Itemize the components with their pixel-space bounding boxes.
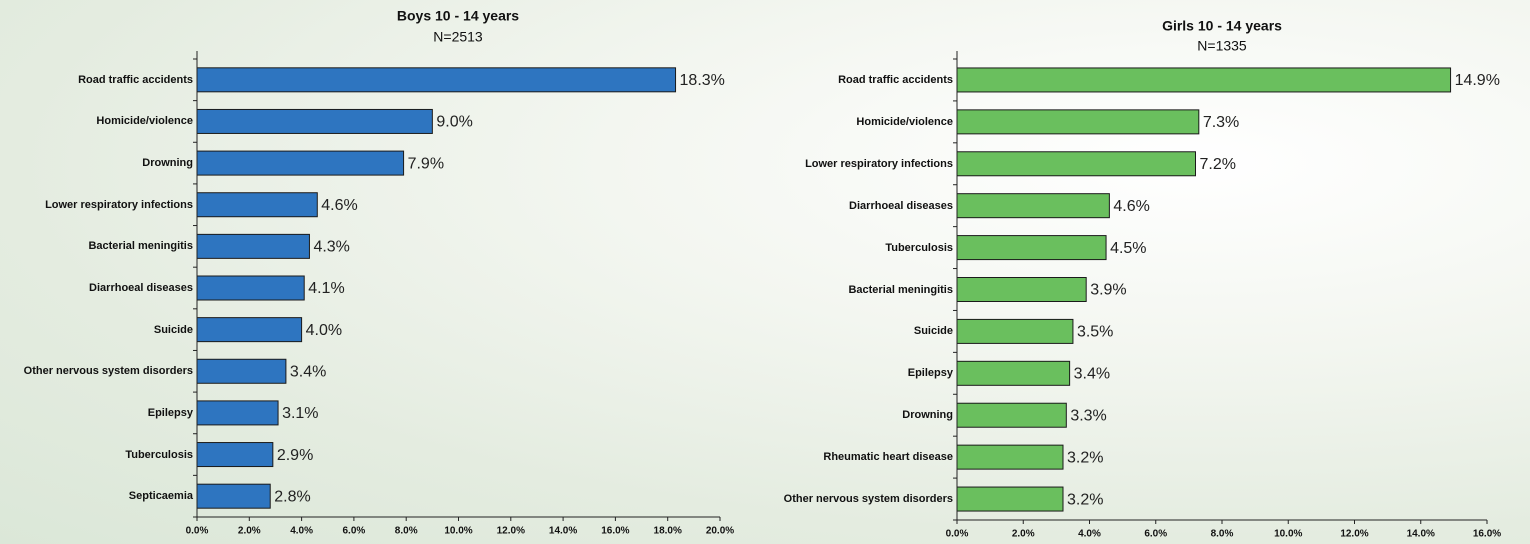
x-tick-label: 16.0% [601, 526, 629, 537]
value-label: 3.2% [1067, 449, 1103, 466]
value-label: 2.9% [277, 447, 313, 464]
x-tick-label: 18.0% [654, 526, 682, 537]
value-label: 2.8% [274, 488, 310, 505]
bar [956, 402, 1067, 428]
category-label: Drowning [902, 409, 953, 422]
x-tick-label: 8.0% [1211, 529, 1234, 540]
category-label: Tuberculosis [125, 448, 193, 461]
category-label: Suicide [913, 325, 953, 338]
chart-title: Boys 10 - 14 years [397, 8, 519, 24]
x-tick-label: 2.0% [1012, 529, 1035, 540]
bar [196, 150, 405, 176]
category-label: Rheumatic heart disease [823, 451, 953, 464]
category-label: Bacterial meningitis [848, 283, 953, 296]
category-label: Septicaemia [128, 490, 193, 503]
category-label: Epilepsy [907, 367, 953, 380]
value-label: 7.3% [1203, 114, 1239, 131]
bar [196, 108, 433, 134]
bar [196, 358, 287, 384]
category-label: Homicide/violence [856, 115, 953, 128]
x-tick-label: 4.0% [1078, 529, 1101, 540]
bar [196, 400, 279, 426]
category-label: Suicide [153, 323, 193, 336]
value-label: 7.2% [1200, 156, 1236, 173]
x-tick-label: 10.0% [1274, 529, 1302, 540]
bar [196, 233, 310, 259]
bar [956, 277, 1087, 302]
category-label: Epilepsy [147, 406, 193, 419]
value-label: 3.2% [1067, 491, 1103, 508]
value-label: 3.4% [290, 363, 326, 380]
value-label: 18.3% [680, 72, 725, 89]
chart-title: Girls 10 - 14 years [1162, 18, 1282, 34]
bar [956, 444, 1064, 470]
category-label: Homicide/violence [96, 115, 193, 128]
category-label: Other nervous system disorders [23, 365, 193, 378]
value-label: 4.6% [321, 197, 357, 214]
bar [196, 275, 305, 301]
value-label: 4.3% [313, 239, 349, 256]
bar [956, 360, 1071, 386]
x-tick-label: 12.0% [497, 526, 525, 537]
value-label: 9.0% [436, 114, 472, 131]
chart-subtitle: N=2513 [433, 29, 483, 45]
x-tick-label: 20.0% [706, 526, 734, 537]
category-label: Other nervous system disorders [783, 493, 953, 506]
value-label: 7.9% [408, 155, 444, 172]
category-label: Diarrhoeal diseases [849, 199, 953, 212]
value-label: 4.5% [1110, 240, 1146, 257]
bar [196, 442, 274, 468]
bar [956, 318, 1074, 344]
category-label: Tuberculosis [885, 241, 953, 254]
category-label: Lower respiratory infections [45, 198, 193, 211]
x-tick-label: 0.0% [186, 526, 209, 537]
x-tick-label: 2.0% [238, 526, 261, 537]
value-label: 3.4% [1074, 366, 1110, 383]
category-label: Drowning [142, 157, 193, 170]
bar [196, 483, 271, 509]
chart-subtitle: N=1335 [1197, 38, 1247, 54]
x-tick-label: 12.0% [1340, 529, 1368, 540]
x-tick-label: 10.0% [444, 526, 472, 537]
bar [956, 235, 1107, 261]
value-label: 4.6% [1113, 198, 1149, 215]
value-label: 14.9% [1455, 72, 1500, 89]
x-tick-label: 0.0% [946, 529, 969, 540]
bar [956, 193, 1110, 219]
x-tick-label: 14.0% [549, 526, 577, 537]
x-tick-label: 6.0% [1144, 529, 1167, 540]
x-tick-label: 16.0% [1473, 529, 1501, 540]
bar [956, 486, 1064, 512]
category-label: Diarrhoeal diseases [89, 282, 193, 294]
value-label: 3.9% [1090, 282, 1126, 299]
x-tick-label: 14.0% [1407, 529, 1435, 540]
x-tick-label: 8.0% [395, 526, 418, 537]
x-tick-label: 6.0% [343, 526, 366, 537]
value-label: 3.3% [1070, 407, 1106, 424]
bar [956, 151, 1196, 177]
category-label: Lower respiratory infections [805, 157, 953, 170]
x-tick-label: 4.0% [290, 526, 313, 537]
bar [196, 67, 677, 93]
bar [196, 317, 303, 343]
bar [956, 109, 1200, 135]
bar [956, 67, 1452, 93]
category-label: Road traffic accidents [838, 73, 953, 86]
bar [196, 192, 318, 218]
category-label: Road traffic accidents [78, 73, 193, 86]
value-label: 3.1% [282, 405, 318, 422]
value-label: 3.5% [1077, 324, 1113, 341]
value-label: 4.0% [306, 322, 342, 339]
value-label: 4.1% [308, 280, 344, 297]
category-label: Bacterial meningitis [88, 240, 193, 253]
